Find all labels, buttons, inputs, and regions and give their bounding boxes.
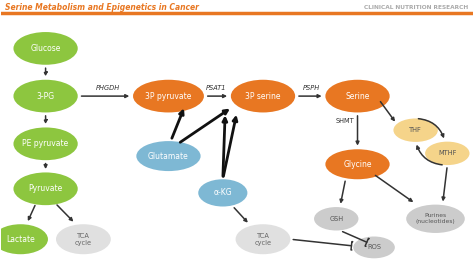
Ellipse shape — [13, 32, 78, 65]
Text: 3P pyruvate: 3P pyruvate — [146, 92, 191, 101]
Ellipse shape — [325, 80, 390, 112]
Text: MTHF: MTHF — [438, 150, 456, 156]
Text: Purines
(nucleotides): Purines (nucleotides) — [416, 213, 456, 224]
Ellipse shape — [137, 141, 201, 171]
Text: Serine: Serine — [346, 92, 370, 101]
Ellipse shape — [133, 80, 204, 112]
Ellipse shape — [13, 172, 78, 205]
Ellipse shape — [353, 236, 395, 258]
Text: Glycine: Glycine — [343, 160, 372, 169]
Text: Glutamate: Glutamate — [148, 152, 189, 161]
Text: PSAT1: PSAT1 — [206, 85, 226, 91]
Ellipse shape — [406, 205, 465, 233]
Ellipse shape — [325, 149, 390, 179]
Ellipse shape — [198, 179, 247, 207]
Text: Pyruvate: Pyruvate — [28, 184, 63, 193]
Text: TCA
cycle: TCA cycle — [75, 233, 92, 246]
Ellipse shape — [13, 80, 78, 112]
Text: Glucose: Glucose — [30, 44, 61, 53]
Ellipse shape — [236, 224, 291, 254]
Text: GSH: GSH — [329, 216, 343, 222]
Text: THF: THF — [409, 127, 422, 133]
Text: 3P serine: 3P serine — [245, 92, 281, 101]
Ellipse shape — [13, 127, 78, 160]
Ellipse shape — [314, 207, 358, 230]
Text: PE pyruvate: PE pyruvate — [22, 139, 69, 148]
Ellipse shape — [231, 80, 295, 112]
Text: Serine Metabolism and Epigenetics in Cancer: Serine Metabolism and Epigenetics in Can… — [5, 3, 199, 12]
Text: SHMT: SHMT — [336, 118, 354, 124]
Ellipse shape — [56, 224, 111, 254]
Text: α-KG: α-KG — [213, 189, 232, 197]
Text: TCA
cycle: TCA cycle — [255, 233, 272, 246]
Text: CLINICAL NUTRITION RESEARCH: CLINICAL NUTRITION RESEARCH — [365, 5, 469, 10]
Ellipse shape — [393, 118, 438, 142]
Ellipse shape — [425, 142, 470, 165]
Text: 3-PG: 3-PG — [36, 92, 55, 101]
Text: Lactate: Lactate — [6, 235, 35, 244]
Text: ROS: ROS — [367, 244, 381, 250]
Ellipse shape — [0, 224, 48, 254]
Text: PHGDH: PHGDH — [96, 85, 120, 91]
Text: PSPH: PSPH — [303, 85, 320, 91]
